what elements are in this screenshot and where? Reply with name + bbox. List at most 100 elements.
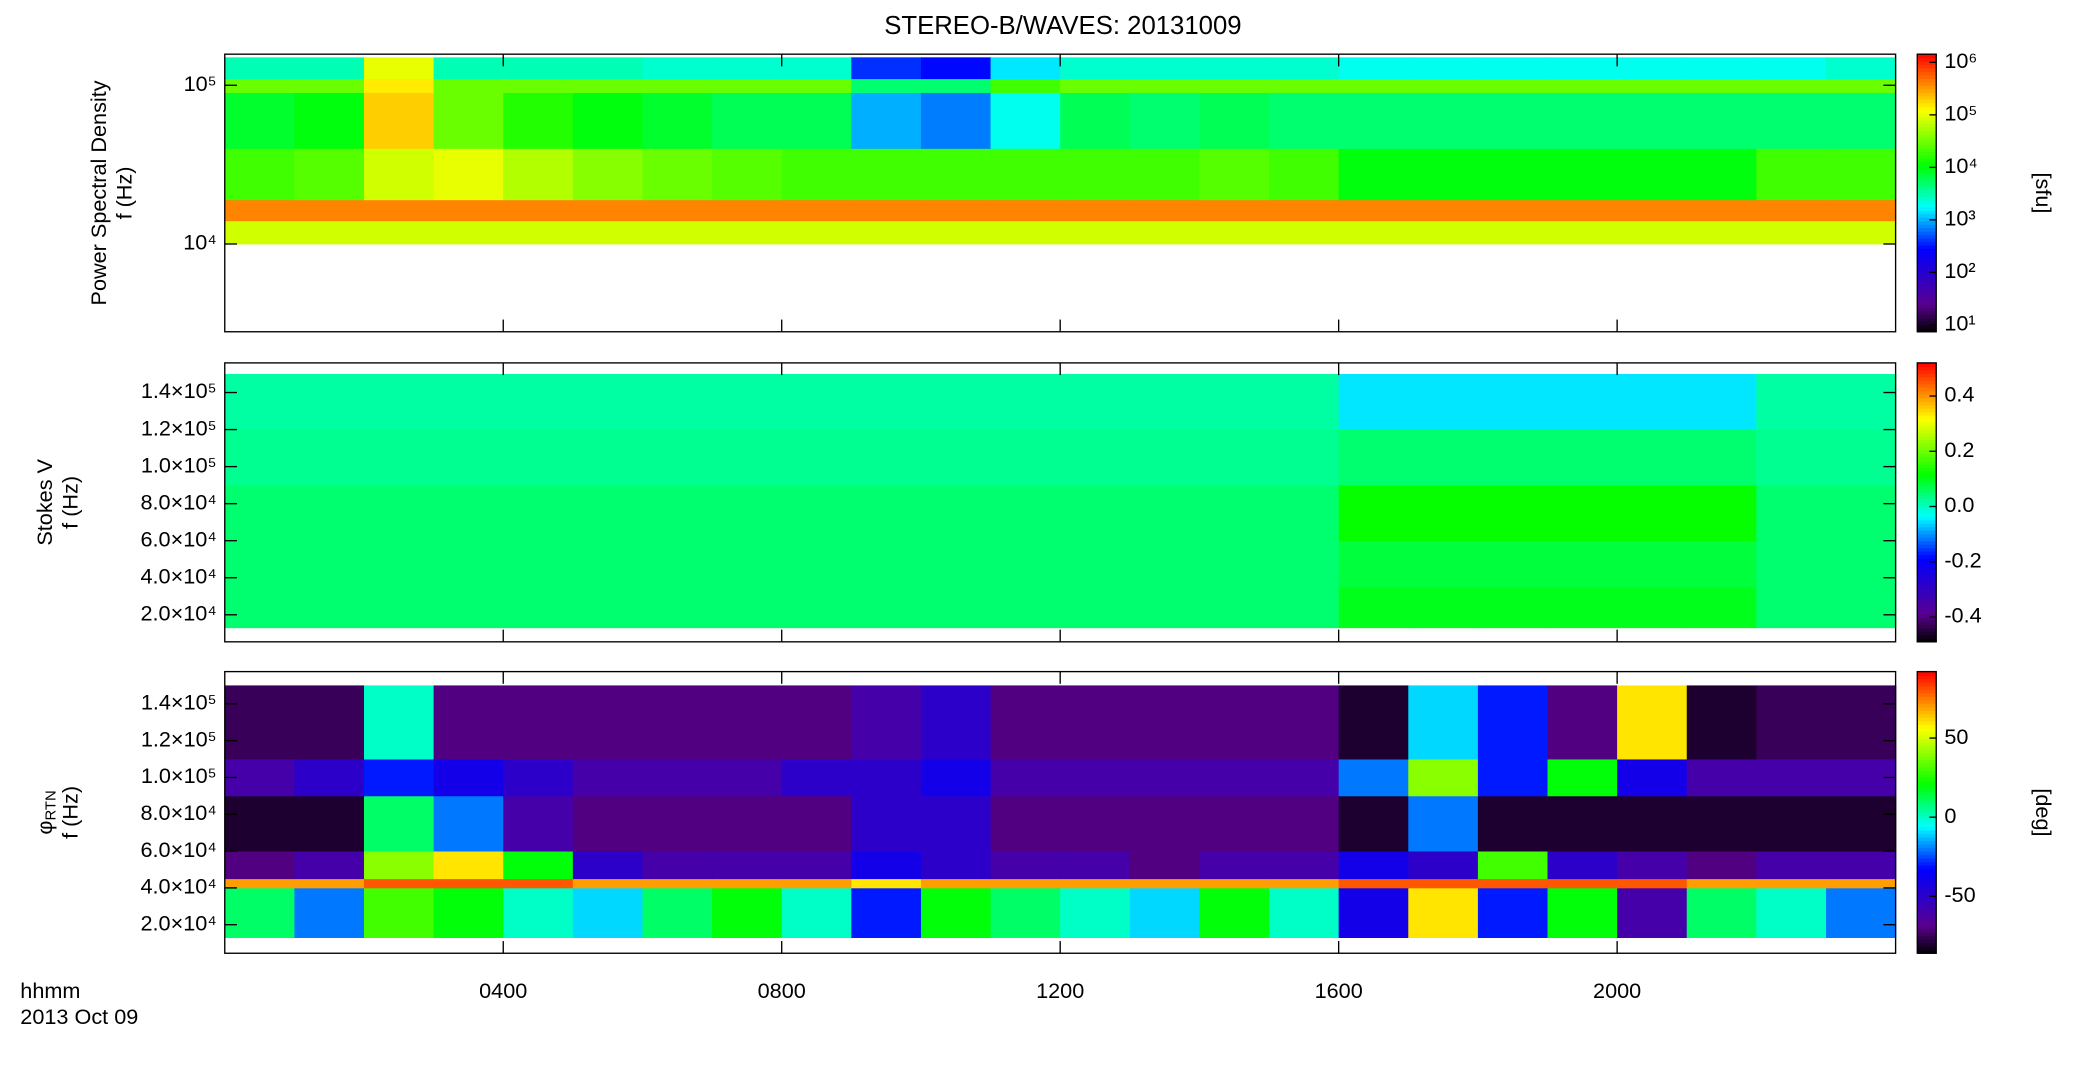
heatmap-cell — [1269, 878, 1340, 889]
heatmap-cell — [1825, 586, 1897, 629]
colorbar-segment — [1917, 808, 1937, 813]
colorbar-segment — [1917, 575, 1937, 580]
heatmap-cell — [990, 878, 1061, 889]
colorbar-segment — [1917, 558, 1937, 563]
heatmap-cell — [1547, 199, 1618, 222]
colorbar-segment — [1917, 450, 1937, 455]
y-tick-label: 1.4×10⁵ — [141, 378, 217, 403]
colorbar-segment — [1917, 457, 1937, 462]
colorbar-segment — [1917, 692, 1937, 697]
heatmap-cell — [1408, 57, 1479, 80]
heatmap-cell — [433, 851, 504, 880]
colorbar-segment — [1917, 151, 1937, 156]
heatmap-cell — [364, 78, 435, 93]
colorbar-segment — [1917, 283, 1937, 288]
date-label: 2013 Oct 09 — [20, 1004, 138, 1029]
colorbar-segment — [1917, 724, 1937, 729]
y-axis-unit-label: f (Hz) — [57, 786, 82, 839]
heatmap-cell — [920, 374, 992, 430]
heatmap-cell — [851, 57, 922, 80]
heatmap-cell — [1060, 374, 1131, 430]
colorbar-segment — [1917, 710, 1937, 715]
heatmap-cell — [433, 57, 504, 80]
heatmap-cell — [1060, 887, 1131, 939]
colorbar-segment — [1917, 255, 1937, 260]
heatmap-cell — [1686, 586, 1758, 629]
heatmap-cell — [1547, 485, 1618, 542]
heatmap-cell — [294, 795, 365, 852]
heatmap-cell — [712, 92, 783, 149]
heatmap-cell — [224, 586, 296, 629]
colorbar-segment — [1917, 699, 1937, 704]
colorbar-tick-label: 10⁴ — [1944, 153, 1977, 178]
heatmap-cell — [1338, 78, 1409, 93]
colorbar-segment — [1917, 75, 1937, 80]
colorbar-segment — [1917, 805, 1937, 810]
colorbar-segment — [1917, 231, 1937, 236]
colorbar-segment — [1917, 606, 1937, 611]
y-tick-label: 1.0×10⁵ — [141, 452, 217, 477]
colorbar-segment — [1917, 481, 1937, 486]
colorbar-segment — [1917, 812, 1937, 817]
colorbar-segment — [1917, 610, 1937, 615]
colorbar-segment — [1917, 439, 1937, 444]
heatmap-cell — [712, 851, 783, 880]
y-axis-label: Stokes V — [32, 458, 57, 545]
colorbar-segment — [1917, 903, 1937, 909]
heatmap-cell — [503, 540, 574, 588]
heatmap-cell — [781, 57, 853, 80]
colorbar-segment — [1917, 310, 1937, 315]
colorbar-segment — [1917, 627, 1937, 632]
heatmap-cell — [1408, 759, 1479, 797]
heatmap-cell — [1408, 685, 1479, 760]
heatmap-cell — [712, 199, 783, 222]
heatmap-cell — [1269, 148, 1340, 201]
colorbar-segment — [1917, 675, 1937, 680]
y-tick-label: 4.0×10⁴ — [140, 874, 216, 899]
heatmap-cell — [1408, 586, 1479, 629]
heatmap-cell — [1477, 92, 1549, 149]
colorbar-segment — [1917, 554, 1937, 559]
heatmap-cell — [1825, 78, 1897, 93]
heatmap-cell — [851, 78, 922, 93]
heatmap-cell — [1129, 148, 1201, 201]
heatmap-cell — [920, 540, 992, 588]
colorbar-segment — [1917, 868, 1937, 873]
heatmap-cell — [1338, 887, 1409, 939]
heatmap-cell — [224, 78, 296, 93]
colorbar-segment — [1917, 474, 1937, 479]
heatmap-cell — [1129, 851, 1201, 880]
heatmap-cell — [1269, 685, 1340, 760]
colorbar-segment — [1917, 324, 1937, 329]
colorbar-segment — [1917, 123, 1937, 128]
y-tick-label: 6.0×10⁴ — [140, 526, 216, 551]
colorbar-segment — [1917, 321, 1937, 326]
colorbar-segment — [1917, 408, 1937, 413]
colorbar-tick-label: 10⁵ — [1944, 101, 1977, 126]
heatmap-cell — [1060, 878, 1131, 889]
colorbar-segment — [1917, 703, 1937, 708]
heatmap-cell — [1408, 878, 1479, 889]
colorbar-segment — [1917, 918, 1937, 923]
heatmap-cell — [294, 148, 365, 201]
heatmap-cell — [642, 878, 713, 889]
heatmap-cell — [572, 887, 644, 939]
colorbar-segment — [1917, 589, 1937, 594]
heatmap-cell — [1477, 429, 1549, 486]
heatmap-cell — [642, 148, 713, 201]
heatmap-cell — [712, 78, 783, 93]
heatmap-cell — [1686, 759, 1758, 797]
colorbar-tick-label: -0.4 — [1944, 603, 1981, 628]
heatmap-cell — [1408, 92, 1479, 149]
y-axis-unit-label: f (Hz) — [57, 476, 82, 529]
heatmap-cell — [433, 878, 504, 889]
heatmap-cell — [1477, 374, 1549, 430]
colorbar-segment — [1917, 847, 1937, 852]
colorbar-frame — [1916, 670, 1937, 954]
colorbar-segment — [1917, 213, 1937, 218]
colorbar-segment — [1917, 742, 1937, 747]
heatmap-cell — [1269, 220, 1340, 245]
heatmap-cell — [851, 220, 922, 245]
heatmap-cell — [1825, 685, 1897, 760]
